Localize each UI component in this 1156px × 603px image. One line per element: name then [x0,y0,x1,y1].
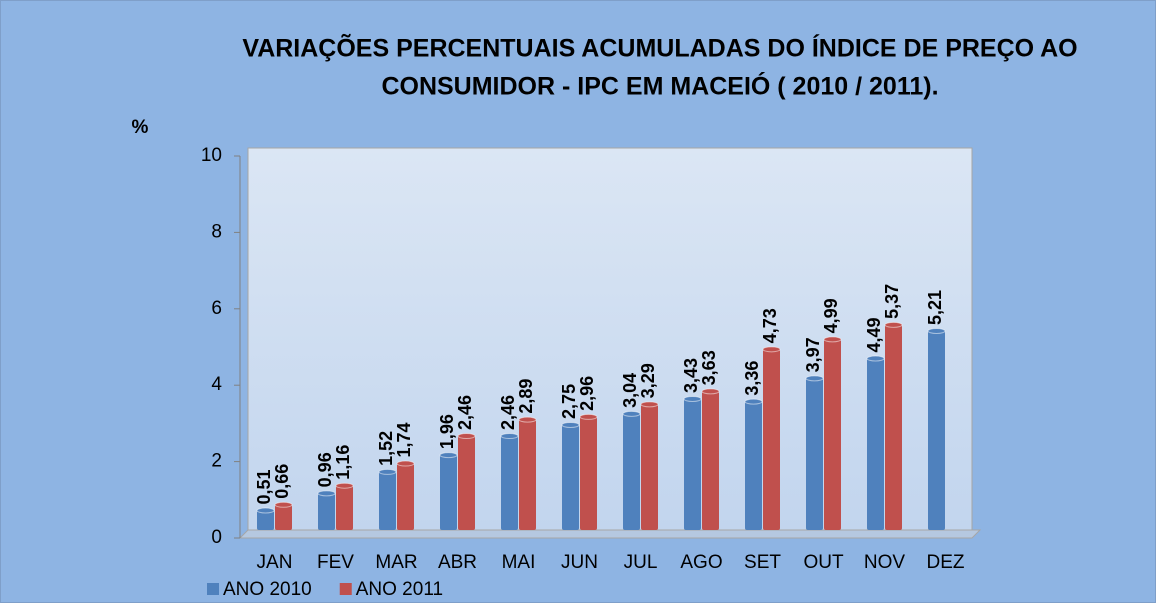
bar [702,391,719,530]
bar [397,463,414,530]
value-label: 1,16 [333,445,353,480]
x-tick-label: NOV [864,552,906,573]
bar-top [762,346,781,353]
bar [440,455,457,530]
floor [238,529,982,539]
legend-label: ANO 2010 [223,579,312,600]
y-tick-label: 8 [211,221,222,242]
x-tick-label: JUN [561,552,598,573]
bar-top [744,398,763,405]
bar-top [274,501,293,508]
bar-top [439,452,458,459]
bar [824,339,841,530]
value-label: 0,51 [254,469,274,504]
bar-top [927,327,946,334]
x-tick-label: MAR [375,552,417,573]
y-tick-label: 10 [201,145,222,166]
value-label: 0,66 [272,464,292,499]
value-label: 2,46 [455,395,475,430]
chart-title: CONSUMIDOR - IPC EM MACEIÓ ( 2010 / 2011… [381,71,938,101]
bar [318,493,335,530]
y-tick-label: 4 [211,374,222,395]
value-label: 1,96 [437,414,457,449]
x-tick-label: MAI [502,552,536,573]
x-tick-label: FEV [317,552,354,573]
value-label: 2,75 [559,384,579,419]
x-tick-label: JAN [257,552,293,573]
bar [275,504,292,530]
value-label: 2,46 [498,395,518,430]
value-label: 3,29 [638,363,658,398]
value-label: 2,89 [516,379,536,414]
value-label: 3,36 [742,361,762,396]
bar [684,398,701,530]
bar [257,510,274,530]
x-tick-label: SET [744,552,781,573]
value-label: 1,52 [376,431,396,466]
bar-top [256,507,275,514]
value-label: 4,49 [864,317,884,352]
bar-top [396,460,415,467]
x-tick-label: OUT [803,552,844,573]
bar-top [561,421,580,428]
value-label: 0,96 [315,452,335,487]
bar [458,436,475,530]
value-label: 3,63 [699,350,719,385]
bar-top [805,375,824,382]
y-tick-label: 6 [211,298,222,319]
value-label: 1,74 [394,422,414,457]
value-label: 4,99 [821,298,841,333]
bar [763,349,780,530]
bar [641,404,658,530]
bar [928,330,945,530]
chart-title: VARIAÇÕES PERCENTUAIS ACUMULADAS DO ÍNDI… [242,33,1077,63]
value-label: 5,21 [925,290,945,325]
bar-top [683,395,702,402]
y-tick-label: 0 [211,527,222,548]
x-tick-label: AGO [680,552,722,573]
bar-top [884,321,903,328]
bar-top [622,410,641,417]
bar [623,413,640,530]
x-tick-label: JUL [624,552,658,573]
bar [806,378,823,530]
x-tick-label: ABR [438,552,477,573]
value-label: 2,96 [577,376,597,411]
value-label: 3,97 [803,337,823,372]
bar [501,436,518,530]
bar-top [866,355,885,362]
plot-area [247,147,973,531]
bar-top [457,433,476,440]
bar [562,424,579,530]
bar-top [823,336,842,343]
bar [580,416,597,530]
bar-top [518,416,537,423]
bar [867,358,884,530]
bar-top [335,482,354,489]
bar [885,324,902,530]
value-label: 3,43 [681,358,701,393]
y-tick-label: 2 [211,451,222,472]
legend-swatch [207,583,219,595]
bar-top [317,490,336,497]
legend-swatch [339,583,352,595]
bar-top [640,401,659,408]
value-label: 4,73 [760,308,780,343]
bar [745,401,762,530]
bar-top [500,433,519,440]
bar-top [579,413,598,420]
bar [519,419,536,530]
y-axis-label: % [132,117,149,138]
value-label: 3,04 [620,373,640,408]
legend-label: ANO 2011 [356,579,443,600]
x-tick-label: DEZ [927,552,965,573]
bar-top [378,468,397,475]
bar [336,485,353,530]
bar-top [701,388,720,395]
value-label: 5,37 [882,284,902,319]
bar [379,471,396,530]
